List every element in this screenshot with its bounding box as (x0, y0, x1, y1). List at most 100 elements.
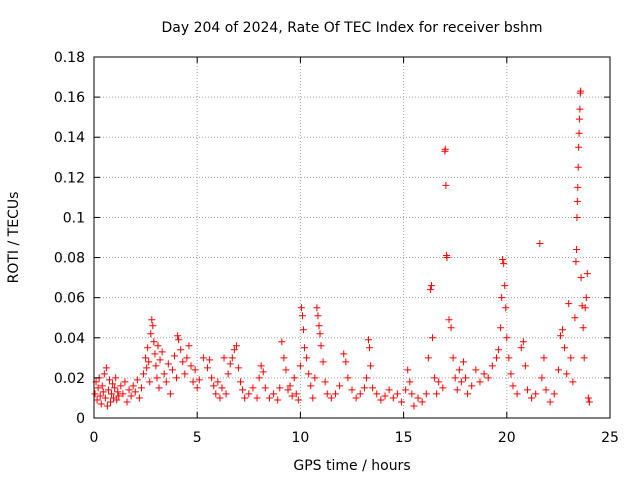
data-point (404, 366, 412, 374)
data-point (567, 354, 575, 362)
data-point (389, 394, 397, 402)
data-point (577, 274, 585, 282)
data-point (422, 390, 430, 398)
data-point (299, 326, 307, 334)
data-point (303, 354, 311, 362)
data-point (181, 370, 189, 378)
data-point (100, 370, 108, 378)
data-point (583, 270, 591, 278)
data-point (144, 344, 152, 352)
data-point (443, 254, 451, 262)
data-point (575, 143, 583, 151)
data-point (327, 394, 335, 402)
data-point (406, 378, 414, 386)
data-point (204, 364, 212, 372)
data-point (362, 374, 370, 382)
data-point (216, 394, 224, 402)
data-points (91, 87, 593, 410)
data-point (344, 374, 352, 382)
data-point (542, 386, 550, 394)
data-point (366, 344, 374, 352)
grid-lines (94, 57, 610, 418)
data-point (183, 354, 191, 362)
data-point (206, 356, 214, 364)
data-point (556, 332, 564, 340)
data-point (177, 346, 185, 354)
data-point (96, 392, 104, 400)
data-point (519, 338, 527, 346)
data-point (115, 392, 123, 400)
data-point (457, 378, 465, 386)
data-point (323, 390, 331, 398)
data-point (290, 374, 298, 382)
x-tick-label: 15 (395, 430, 413, 446)
data-point (117, 382, 125, 390)
data-point (585, 398, 593, 406)
data-point (276, 384, 284, 392)
data-point (336, 382, 344, 390)
data-point (133, 376, 141, 384)
data-point (408, 390, 416, 398)
data-point (581, 304, 589, 312)
data-point (316, 330, 324, 338)
data-point (274, 396, 282, 404)
y-axis-label: ROTI / TECUs (6, 192, 22, 284)
data-point (151, 350, 159, 358)
data-point (280, 354, 288, 362)
x-tick-label: 20 (498, 430, 516, 446)
data-point (313, 304, 321, 312)
data-point (532, 390, 540, 398)
data-point (253, 394, 261, 402)
data-point (137, 384, 145, 392)
data-point (528, 394, 536, 402)
data-point (576, 105, 584, 113)
data-point (505, 354, 513, 362)
data-point (125, 386, 133, 394)
data-point (187, 362, 195, 370)
data-point (402, 386, 410, 394)
data-point (447, 324, 455, 332)
y-tick-label: 0 (76, 411, 85, 427)
data-point (237, 378, 245, 386)
data-point (259, 368, 267, 376)
data-point (574, 183, 582, 191)
data-point (572, 258, 580, 266)
data-point (381, 392, 389, 400)
data-point (245, 390, 253, 398)
data-point (315, 322, 323, 330)
data-point (284, 386, 292, 394)
data-point (168, 366, 176, 374)
data-point (146, 378, 154, 386)
data-point (462, 374, 470, 382)
data-point (455, 366, 463, 374)
data-point (109, 380, 117, 388)
data-point (119, 390, 127, 398)
data-point (112, 374, 120, 382)
data-point (365, 336, 373, 344)
data-point (476, 378, 484, 386)
data-point (554, 366, 562, 374)
data-point (441, 145, 449, 153)
data-point (575, 129, 583, 137)
data-point (265, 394, 273, 402)
data-point (445, 316, 453, 324)
data-point (352, 394, 360, 402)
data-point (162, 378, 170, 386)
data-point (102, 364, 110, 372)
data-point (107, 398, 115, 406)
data-point (495, 346, 503, 354)
y-tick-label: 0.02 (54, 371, 85, 387)
data-point (488, 362, 496, 370)
data-point (101, 394, 109, 402)
data-point (149, 322, 157, 330)
data-point (114, 388, 122, 396)
data-point (499, 256, 507, 264)
data-point (270, 390, 278, 398)
x-tick-label: 10 (291, 430, 309, 446)
data-point (393, 390, 401, 398)
data-point (179, 358, 187, 366)
data-point (214, 378, 222, 386)
data-point (356, 390, 364, 398)
data-point (255, 374, 263, 382)
data-point (93, 396, 101, 404)
